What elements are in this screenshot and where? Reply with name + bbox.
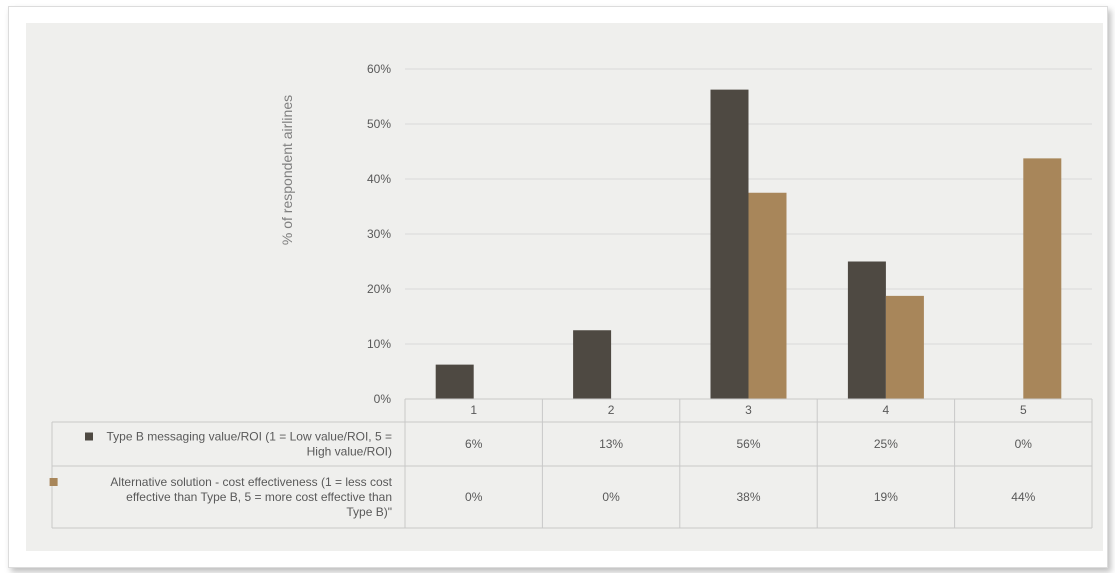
legend-key-series1 [85,432,93,441]
data-cell-series1: 0% [1015,437,1033,451]
y-tick-label: 40% [367,172,391,186]
x-tick-label: 1 [470,403,477,417]
y-tick-label: 50% [367,117,391,131]
bar-series1-1 [435,364,474,399]
y-tick-label: 20% [367,282,391,296]
chart-panel [26,23,1103,551]
legend-label-series2: effective than Type B, 5 = more cost eff… [126,490,392,504]
legend-label-series1: High value/ROI) [307,445,392,459]
data-cell-series1: 56% [736,437,760,451]
bar-series2-3 [748,192,787,399]
data-cell-series1: 6% [465,437,483,451]
y-tick-label: 0% [374,392,392,406]
x-tick-label: 5 [1020,403,1027,417]
y-tick-label: 60% [367,62,391,76]
bar-series2-5 [1023,158,1062,399]
y-tick-label: 10% [367,337,391,351]
bar-series1-3 [710,89,749,399]
data-cell-series2: 0% [602,490,620,504]
data-cell-series2: 44% [1011,490,1035,504]
legend-label-series2: Alternative solution - cost effectivenes… [110,475,392,489]
data-cell-series1: 25% [874,437,898,451]
x-tick-label: 3 [745,403,752,417]
data-cell-series2: 38% [736,490,760,504]
data-cell-series2: 19% [874,490,898,504]
legend-label-series2: Type B)" [346,505,392,519]
legend-label-series1: Type B messaging value/ROI (1 = Low valu… [107,430,392,444]
bar-series1-4 [847,261,886,399]
legend-key-series2 [49,478,58,486]
bar-series1-2 [573,330,612,399]
y-tick-label: 30% [367,227,391,241]
x-tick-label: 4 [883,403,890,417]
data-cell-series2: 0% [465,490,483,504]
bar-series2-4 [885,295,924,399]
data-cell-series1: 13% [599,437,623,451]
x-tick-label: 2 [608,403,615,417]
y-axis-label: % of respondent airlines [279,95,295,245]
